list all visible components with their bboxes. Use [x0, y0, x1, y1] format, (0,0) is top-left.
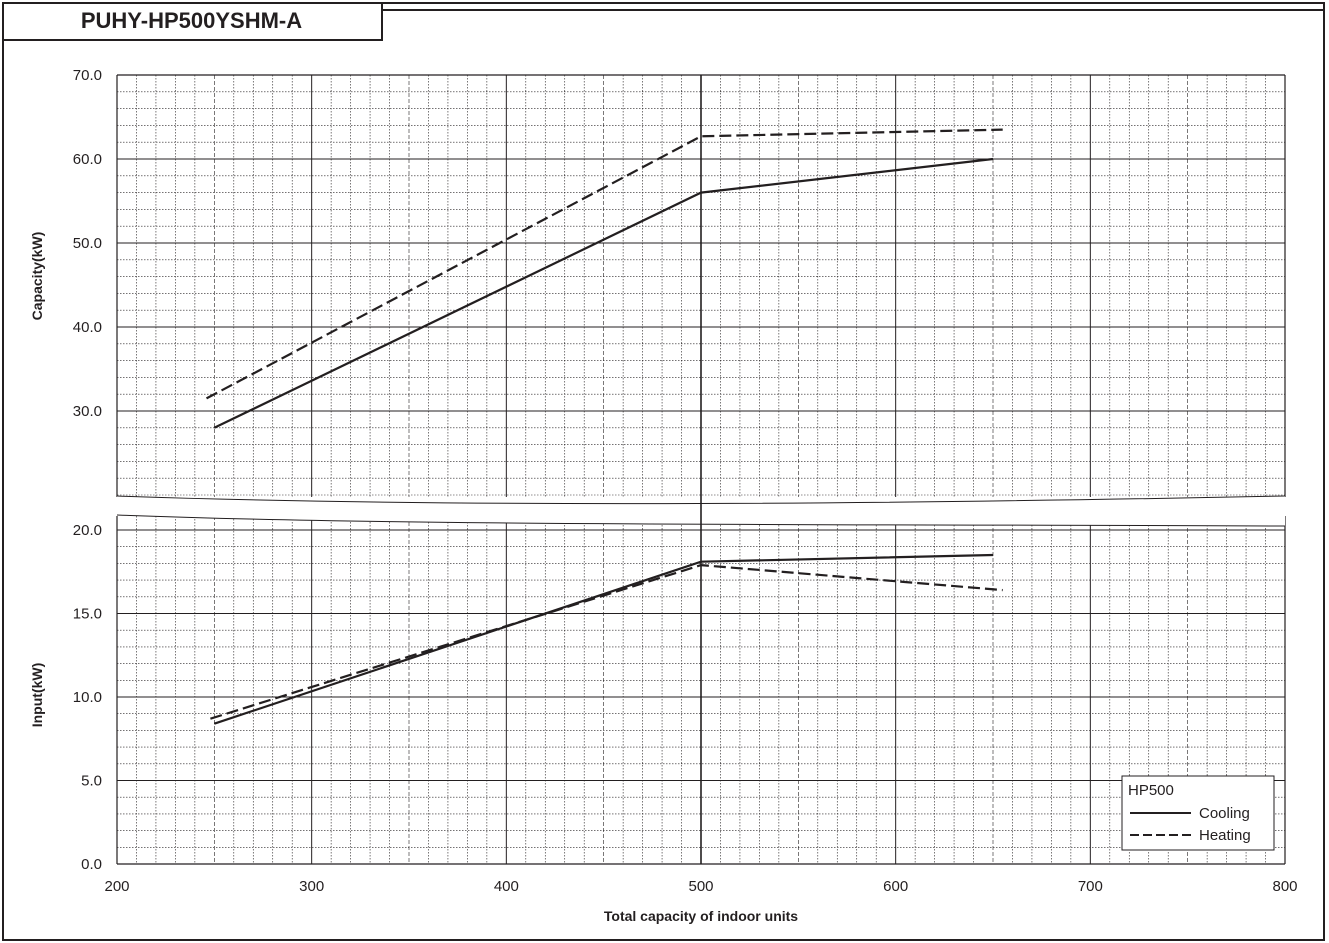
input-y-tick-label: 15.0 [73, 606, 102, 623]
capacity-axis-title: Capacity(kW) [29, 232, 45, 321]
input-y-tick-label: 5.0 [81, 773, 102, 790]
axis-break [116, 75, 1286, 864]
axis-titles: Capacity(kW) Input(kW) Total capacity of i… [29, 232, 798, 924]
capacity-y-tick-label: 70.0 [73, 67, 102, 84]
capacity-y-tick-label: 50.0 [73, 235, 102, 252]
input-y-tick-label: 10.0 [73, 689, 102, 706]
capacity-series [205, 128, 1003, 429]
model-title: PUHY-HP500YSHM-A [2, 2, 383, 41]
legend-heating-label: Heating [1199, 827, 1251, 844]
input-axis-title: Input(kW) [29, 663, 45, 728]
x-tick-label: 500 [688, 878, 713, 895]
tick-labels: 70.0 60.0 50.0 40.0 30.0 20.0 15.0 10.0 5.0 0.020… [73, 67, 1298, 895]
capacity-heating-line [205, 128, 1003, 400]
x-tick-label: 700 [1078, 878, 1103, 895]
input-cooling-line [213, 553, 994, 725]
x-tick-label: 600 [883, 878, 908, 895]
x-tick-label: 800 [1272, 878, 1297, 895]
capacity-cooling-line [213, 157, 994, 429]
legend-cooling-label: Cooling [1199, 805, 1250, 822]
x-tick-label: 200 [104, 878, 129, 895]
legend: HP500 Cooling Heating [1121, 775, 1275, 851]
input-series [210, 553, 1003, 725]
header-blank-cell [383, 2, 1325, 11]
break-line-lower [116, 514, 1286, 527]
capacity-y-tick-label: 40.0 [73, 319, 102, 336]
capacity-grid [116, 74, 1286, 497]
capacity-y-tick-label: 60.0 [73, 151, 102, 168]
x-tick-label: 400 [494, 878, 519, 895]
break-line-upper [116, 495, 1286, 504]
legend-title: HP500 [1128, 782, 1174, 799]
input-heating-line [210, 563, 1003, 720]
input-y-tick-label: 20.0 [73, 522, 102, 539]
capacity-y-tick-label: 30.0 [73, 403, 102, 420]
input-y-tick-label: 0.0 [81, 856, 102, 873]
input-grid [116, 516, 1286, 865]
x-tick-label: 300 [299, 878, 324, 895]
x-axis-title: Total capacity of indoor units [604, 908, 798, 924]
